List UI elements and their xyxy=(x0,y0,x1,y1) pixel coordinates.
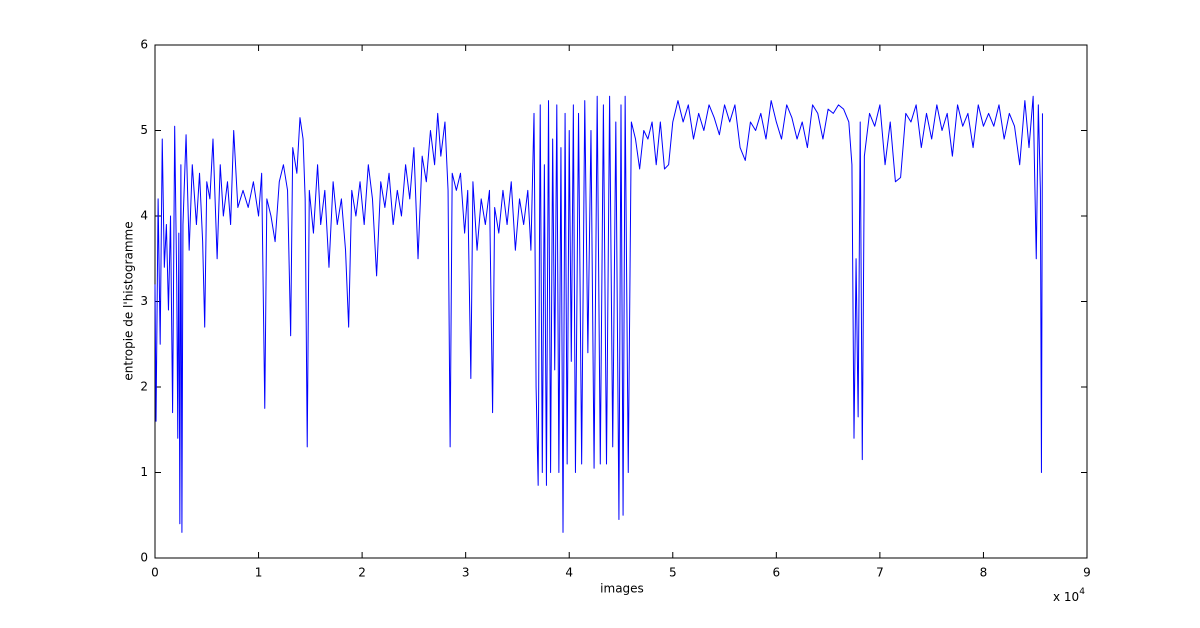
y-tick-label: 4 xyxy=(140,209,148,223)
y-tick-label: 1 xyxy=(140,465,148,479)
y-tick-label: 6 xyxy=(140,38,148,52)
x-tick-label: 9 xyxy=(1083,566,1091,580)
y-axis-label: entropie de l'histogramme xyxy=(122,221,136,380)
x-tick-label: 8 xyxy=(980,566,988,580)
x-tick-label: 5 xyxy=(669,566,677,580)
y-tick-label: 2 xyxy=(140,380,148,394)
x-axis-label: images xyxy=(600,582,644,596)
y-tick-label: 0 xyxy=(140,551,148,565)
x-tick-label: 2 xyxy=(358,566,366,580)
x-tick-label: 1 xyxy=(255,566,263,580)
y-tick-label: 3 xyxy=(140,294,148,308)
data-line xyxy=(154,95,1043,533)
x-tick-label: 7 xyxy=(876,566,884,580)
y-tick-label: 5 xyxy=(140,123,148,137)
x-multiplier: x 104 xyxy=(1053,587,1085,604)
x-multiplier-base: x 10 xyxy=(1053,590,1079,604)
x-tick-label: 3 xyxy=(462,566,470,580)
x-tick-label: 0 xyxy=(151,566,159,580)
x-multiplier-exponent: 4 xyxy=(1079,587,1085,597)
x-tick-label: 6 xyxy=(773,566,781,580)
x-tick-label: 4 xyxy=(565,566,573,580)
